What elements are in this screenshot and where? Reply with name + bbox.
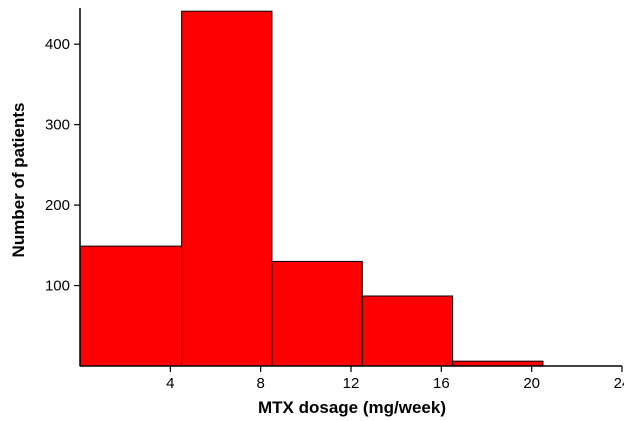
x-axis-title: MTX dosage (mg/week): [258, 398, 446, 417]
bars: [79, 10, 544, 367]
x-tick-label: 20: [523, 375, 540, 392]
y-tick-label: 300: [45, 117, 70, 134]
histogram-bar-1: [79, 245, 183, 367]
x-tick-label: 24: [614, 375, 624, 392]
y-tick-label: 200: [45, 197, 70, 214]
x-tick-label: 8: [256, 375, 264, 392]
y-axis-ticks: 100 200 300 400: [45, 36, 80, 295]
y-axis-title: Number of patients: [9, 103, 28, 258]
y-tick-label: 400: [45, 36, 70, 53]
x-tick-label: 16: [433, 375, 450, 392]
histogram-bar-3: [271, 260, 363, 367]
x-tick-label: 12: [343, 375, 360, 392]
x-axis-ticks: 4 8 12 16 20 24: [166, 366, 624, 392]
histogram-bar-4: [361, 295, 454, 367]
y-tick-label: 100: [45, 278, 70, 295]
x-tick-label: 4: [166, 375, 174, 392]
histogram-bar-2: [181, 10, 273, 367]
